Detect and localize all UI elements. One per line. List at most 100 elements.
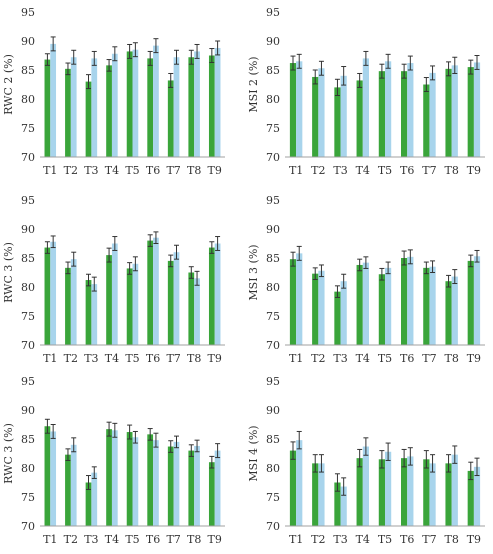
bar-series-2 [429,72,436,157]
x-tick-label: T2 [311,352,325,365]
bar-series-2 [296,253,303,345]
bar-series-2 [473,62,481,157]
x-tick-label: T1 [289,164,303,177]
x-tick-label: T1 [43,352,57,365]
bar-series-2 [318,270,325,345]
bar-series-1 [401,458,408,526]
x-tick-label: T6 [400,352,414,365]
bar-series-2 [429,266,436,345]
y-tick-label: 95 [21,375,35,388]
y-tick-label: 70 [21,151,35,164]
bar-series-1 [289,63,297,157]
x-tick-label: T8 [187,533,201,546]
bar-series-2 [132,49,139,158]
bar-series-1 [44,59,51,158]
y-tick-label: 90 [266,223,280,236]
bar-series-2 [153,45,159,157]
bar-series-2 [91,472,98,526]
y-axis-label: RWC 2 (%) [2,54,15,115]
bar-series-2 [429,463,436,526]
bar-series-2 [451,65,458,157]
bar-series-2 [318,463,325,526]
y-tick-label: 85 [266,64,280,77]
y-tick-label: 75 [21,310,35,323]
bar-series-1 [334,482,341,526]
bar-series-1 [167,446,174,526]
y-tick-label: 80 [266,281,280,294]
y-tick-label: 75 [266,122,280,135]
y-axis-label: RWC 3 (%) [2,423,15,484]
bar-series-2 [153,440,159,526]
bar-series-2 [173,252,180,345]
x-tick-label: T9 [208,533,222,546]
bar-series-1 [356,458,363,526]
bar-series-2 [111,430,118,526]
bar-series-2 [340,281,347,345]
bar-series-1 [334,291,341,345]
y-tick-label: 95 [21,194,35,207]
chart-panel-1: 70 75 80 85 90 95 RWC 2 (%) T1 T2 T3 T4 T5 T6 T7 T8 T9 [2,6,225,177]
bar-series-2 [385,267,392,345]
y-tick-label: 80 [266,93,280,106]
x-tick-label: T7 [166,533,180,546]
bar-series-2 [296,61,303,157]
bar-series-1 [467,67,474,157]
y-tick-label: 85 [266,252,280,265]
bar-series-1 [312,463,319,526]
bar-series-2 [296,440,303,526]
bar-series-1 [65,454,71,526]
chart-panel-6: 70 75 80 85 90 95 MSI 4 (%) T1 T2 T3 T4 T5 T6 T7 T8 T9 [247,375,485,546]
x-tick-label: T6 [400,533,414,546]
y-tick-label: 95 [266,6,280,19]
bar-series-2 [340,75,347,157]
bar-series-2 [173,441,180,526]
bar-series-1 [401,258,408,345]
x-tick-label: T1 [43,533,57,546]
bar-series-1 [289,450,297,526]
bar-series-1 [126,432,133,526]
bar-series-1 [147,240,154,345]
y-tick-label: 80 [266,462,280,475]
bar-series-2 [132,437,139,526]
x-tick-label: T7 [422,164,436,177]
x-tick-label: T4 [105,352,119,365]
bar-series-1 [208,462,215,526]
bar-series-2 [194,278,200,345]
y-axis-label: MSI 3 (%) [247,244,260,300]
bar-series-1 [167,260,174,345]
bar-series-2 [340,486,347,526]
x-tick-label: T9 [467,164,481,177]
bar-series-2 [451,276,458,345]
bar-series-1 [423,267,430,345]
bar-series-2 [70,444,77,526]
x-tick-label: T5 [125,164,139,177]
x-tick-label: T5 [378,352,392,365]
x-tick-label: T3 [333,533,347,546]
y-tick-label: 70 [21,339,35,352]
x-tick-label: T2 [64,164,78,177]
y-tick-label: 80 [21,93,35,106]
y-tick-label: 70 [21,520,35,533]
bar-series-2 [362,262,369,345]
x-tick-label: T9 [208,164,222,177]
x-tick-label: T3 [333,164,347,177]
x-tick-label: T2 [64,533,78,546]
bar-series-1 [106,65,112,157]
y-axis-label: MSI 2 (%) [247,56,260,112]
x-tick-label: T4 [356,533,370,546]
bar-series-1 [85,81,92,157]
x-tick-label: T2 [311,164,325,177]
bar-series-1 [312,76,319,157]
y-tick-label: 85 [21,433,35,446]
bar-series-1 [188,450,195,526]
y-tick-label: 85 [21,252,35,265]
bar-series-2 [194,445,200,526]
bar-series-2 [111,243,118,345]
chart-panel-3: 70 75 80 85 90 95 RWC 3 (%) T1 T2 T3 T4 T5 T6 T7 T8 T9 [2,194,225,365]
x-tick-label: T1 [289,533,303,546]
y-tick-label: 95 [266,375,280,388]
bar-series-1 [147,434,154,526]
bar-series-1 [208,247,215,345]
